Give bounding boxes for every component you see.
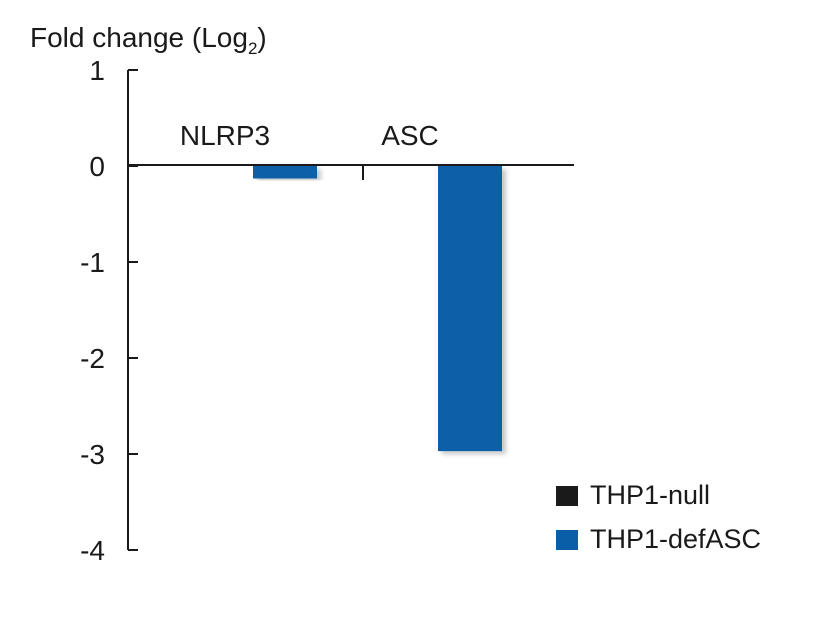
y-axis-ticks: 1 0 -1 -2 -3 -4 [80, 55, 138, 566]
legend-label-thp1-null: THP1-null [590, 480, 710, 510]
y-tick-label: -1 [80, 247, 105, 278]
y-tick-label: -2 [80, 343, 105, 374]
x-category-label: ASC [381, 120, 439, 151]
legend-swatch-thp1-null [556, 486, 578, 506]
bar-thp1-defasc-nlrp3 [253, 166, 317, 179]
x-category-label: NLRP3 [180, 120, 270, 151]
y-tick-label: 1 [89, 55, 105, 86]
x-axis-category-labels: NLRP3 ASC [180, 120, 439, 151]
y-axis-title: Fold change (Log2) [30, 22, 267, 58]
bar-thp1-defasc-asc [438, 166, 502, 452]
y-tick-label: 0 [89, 151, 105, 182]
y-tick-label: -4 [80, 535, 105, 566]
legend-label-thp1-defasc: THP1-defASC [590, 524, 761, 554]
bars [253, 166, 502, 452]
y-tick-label: -3 [80, 439, 105, 470]
legend: THP1-null THP1-defASC [556, 480, 761, 554]
legend-swatch-thp1-defasc [556, 530, 578, 550]
